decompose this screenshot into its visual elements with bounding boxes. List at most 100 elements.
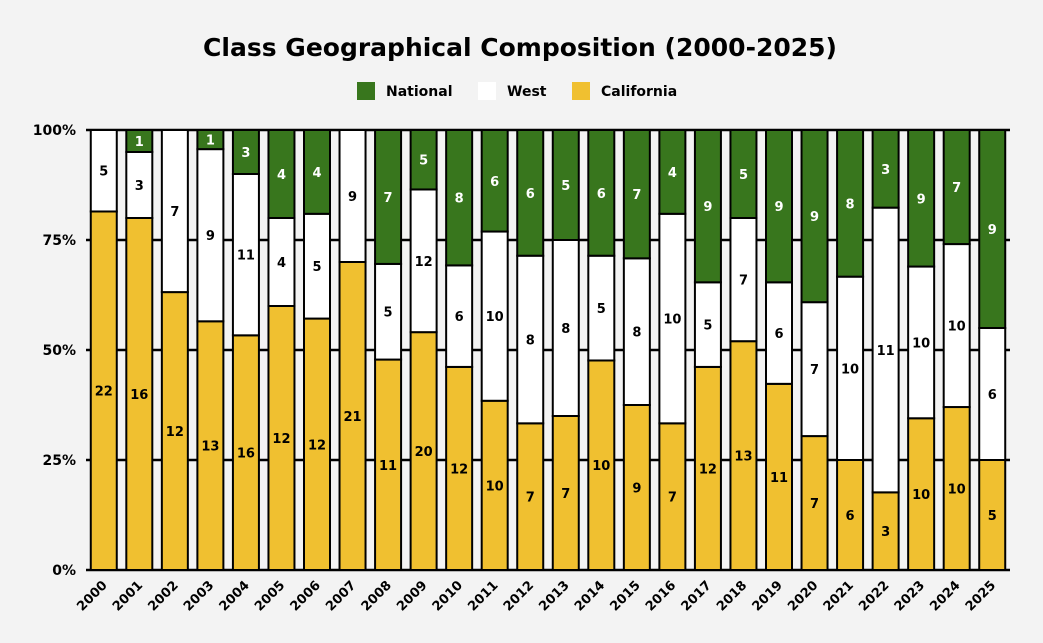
data-label-national-2022: 3 <box>881 163 890 178</box>
data-label-national-2014: 6 <box>597 187 606 202</box>
data-label-national-2013: 5 <box>561 179 570 194</box>
data-label-national-2018: 5 <box>739 168 748 183</box>
data-label-california-2008: 11 <box>379 459 397 474</box>
data-label-west-2002: 7 <box>170 205 179 220</box>
data-label-california-2016: 7 <box>668 491 677 506</box>
data-label-national-2023: 9 <box>917 192 926 207</box>
bar-group-2009: 20 12 5 <box>409 129 438 572</box>
y-tick-label: 50% <box>42 343 76 359</box>
bar-group-2015: 9 8 7 <box>622 129 651 571</box>
bar-california-2007 <box>338 261 367 571</box>
data-label-california-2022: 3 <box>881 525 890 540</box>
x-tick-label-2014: 2014 <box>572 578 608 614</box>
bar-california-2010 <box>445 365 474 571</box>
bar-west-2017 <box>693 281 722 368</box>
bar-west-2007 <box>338 129 367 263</box>
x-tick-label-2008: 2008 <box>359 578 395 614</box>
bar-west-2016 <box>658 212 687 425</box>
y-tick-label: 75% <box>42 233 76 249</box>
data-label-west-2003: 9 <box>206 229 215 244</box>
x-tick-label-2011: 2011 <box>465 578 501 614</box>
data-label-california-2004: 16 <box>237 447 255 462</box>
data-label-california-2012: 7 <box>526 491 535 506</box>
chart-title: Class Geographical Composition (2000-202… <box>203 33 837 62</box>
bar-national-2010 <box>445 129 474 267</box>
data-label-west-2006: 5 <box>312 260 321 275</box>
data-label-california-2009: 20 <box>415 445 433 460</box>
bar-group-2021: 6 10 8 <box>836 129 865 571</box>
bar-group-2022: 3 11 3 <box>871 129 900 571</box>
data-label-national-2009: 5 <box>419 154 428 169</box>
y-tick-label: 100% <box>33 123 76 139</box>
bar-group-2025: 5 6 9 <box>978 129 1007 571</box>
data-label-west-2014: 5 <box>597 302 606 317</box>
bar-group-2023: 10 10 9 <box>907 129 936 571</box>
data-label-california-2017: 12 <box>699 462 717 477</box>
data-label-west-2016: 10 <box>663 313 681 328</box>
data-label-national-2021: 8 <box>846 197 855 212</box>
y-axis: 0% 25% 50% 75% 100% <box>33 123 76 579</box>
bar-group-2020: 7 7 9 <box>800 129 829 571</box>
bar-west-2008 <box>374 262 403 361</box>
x-tick-label-2024: 2024 <box>927 578 963 614</box>
bar-national-2006 <box>303 129 331 215</box>
x-tick-label-2009: 2009 <box>394 578 430 614</box>
bar-group-2017: 12 5 9 <box>693 129 722 571</box>
data-label-california-2019: 11 <box>770 471 788 486</box>
data-label-national-2010: 8 <box>455 192 464 207</box>
x-tick-label-2017: 2017 <box>679 578 715 614</box>
data-label-california-2011: 10 <box>486 479 504 494</box>
data-label-west-2015: 8 <box>632 326 641 341</box>
bar-california-2025 <box>978 459 1007 571</box>
bar-group-2024: 10 10 7 <box>942 129 971 572</box>
bar-group-2016: 7 10 4 <box>658 129 687 572</box>
x-tick-label-2018: 2018 <box>714 578 750 614</box>
bar-group-2013: 7 8 5 <box>551 129 580 571</box>
data-label-california-2007: 21 <box>343 410 361 425</box>
bar-national-2016 <box>658 129 687 215</box>
data-label-california-2010: 12 <box>450 462 468 477</box>
bar-national-2013 <box>551 129 580 241</box>
data-label-california-2001: 16 <box>130 388 148 403</box>
bar-west-2023 <box>907 265 936 420</box>
legend-label-california: California <box>601 84 677 100</box>
bar-california-2001 <box>125 217 154 571</box>
bar-california-2013 <box>551 415 580 571</box>
bar-group-2000: 22 5 <box>89 129 118 571</box>
data-label-national-2003: 1 <box>206 134 215 149</box>
data-label-national-2001: 1 <box>135 135 144 150</box>
bar-west-2018 <box>729 217 758 343</box>
legend-swatch-west <box>478 82 496 100</box>
bar-group-2003: 13 9 1 <box>196 129 225 571</box>
bar-california-2024 <box>942 406 971 572</box>
bar-group-2014: 10 5 6 <box>587 129 616 571</box>
data-label-national-2020: 9 <box>810 210 819 225</box>
data-label-west-2000: 5 <box>99 165 108 180</box>
x-tick-label-2002: 2002 <box>145 578 181 614</box>
bar-california-2000 <box>89 210 118 571</box>
data-label-california-2014: 10 <box>592 459 610 474</box>
bar-california-2011 <box>480 399 509 571</box>
data-label-national-2016: 4 <box>668 166 677 181</box>
bar-national-2008 <box>374 129 403 265</box>
x-tick-label-2022: 2022 <box>856 578 892 614</box>
bar-group-2005: 12 4 4 <box>267 129 296 571</box>
bar-california-2008 <box>374 358 403 571</box>
x-tick-label-2001: 2001 <box>110 578 146 614</box>
y-tick-label: 0% <box>52 563 76 579</box>
data-label-west-2017: 5 <box>703 319 712 334</box>
bar-california-2022 <box>871 491 900 571</box>
data-label-west-2007: 9 <box>348 190 357 205</box>
data-label-national-2006: 4 <box>312 166 321 181</box>
data-label-california-2021: 6 <box>846 509 855 524</box>
bar-national-2024 <box>942 129 971 246</box>
bar-california-2003 <box>196 320 225 571</box>
bar-national-2012 <box>516 129 545 257</box>
data-label-national-2015: 7 <box>632 188 641 203</box>
data-label-national-2008: 7 <box>384 191 393 206</box>
legend: National West California <box>357 82 677 100</box>
bar-california-2017 <box>693 365 722 571</box>
